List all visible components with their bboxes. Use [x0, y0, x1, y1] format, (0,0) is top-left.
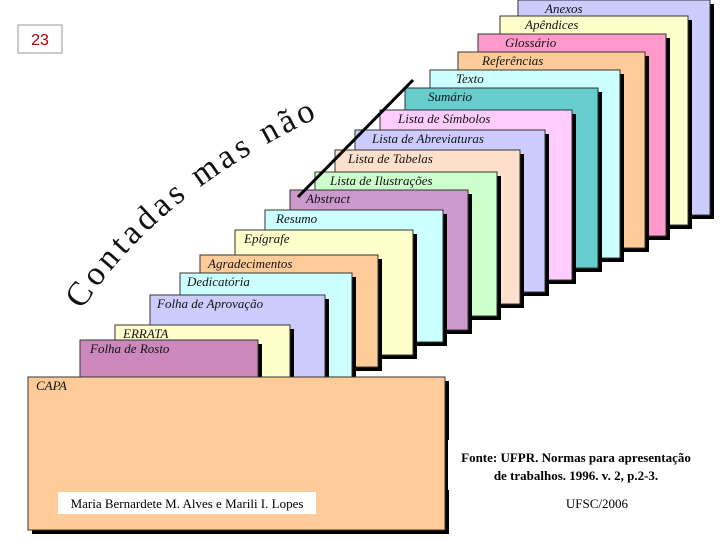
- sheet-label: Folha de Aprovação: [156, 296, 264, 311]
- sheet-label: CAPA: [36, 378, 67, 393]
- sheet-label: Referências: [481, 53, 543, 68]
- sheet-label: Apêndices: [524, 17, 578, 32]
- footer: UFSC/2006: [566, 496, 629, 511]
- sheet-label: Anexos: [544, 1, 583, 16]
- sheet-label: Lista de Tabelas: [347, 151, 433, 166]
- sheet-label: Texto: [456, 71, 484, 86]
- sheet-label: Resumo: [275, 211, 318, 226]
- sheet-label: Lista de Símbolos: [397, 111, 490, 126]
- sheet-label: Glossário: [505, 35, 557, 50]
- sheet-label: Abstract: [305, 191, 350, 206]
- divider-line: [296, 78, 415, 199]
- authors-box: [58, 492, 316, 514]
- authors: Maria Bernardete M. Alves e Marili I. Lo…: [71, 496, 304, 511]
- sheet-label: Lista de Abreviaturas: [371, 131, 484, 146]
- sheet-label: Folha de Rosto: [89, 341, 170, 356]
- sheet-label: Sumário: [428, 89, 473, 104]
- source-line: de trabalhos. 1996. v. 2, p.2-3.: [494, 468, 658, 483]
- source-line: Fonte: UFPR. Normas para apresentação: [461, 450, 691, 465]
- sheet-label: Agradecimentos: [207, 256, 292, 271]
- sheet-label: Dedicatória: [186, 274, 250, 289]
- sheet-label: Lista de Ilustrações: [329, 173, 433, 188]
- sheet-label: Epígrafe: [243, 231, 290, 246]
- source-box: [448, 440, 704, 490]
- page-number: 23: [31, 32, 49, 49]
- page-number-box: [17, 24, 63, 54]
- sheet-label: ERRATA: [122, 326, 169, 341]
